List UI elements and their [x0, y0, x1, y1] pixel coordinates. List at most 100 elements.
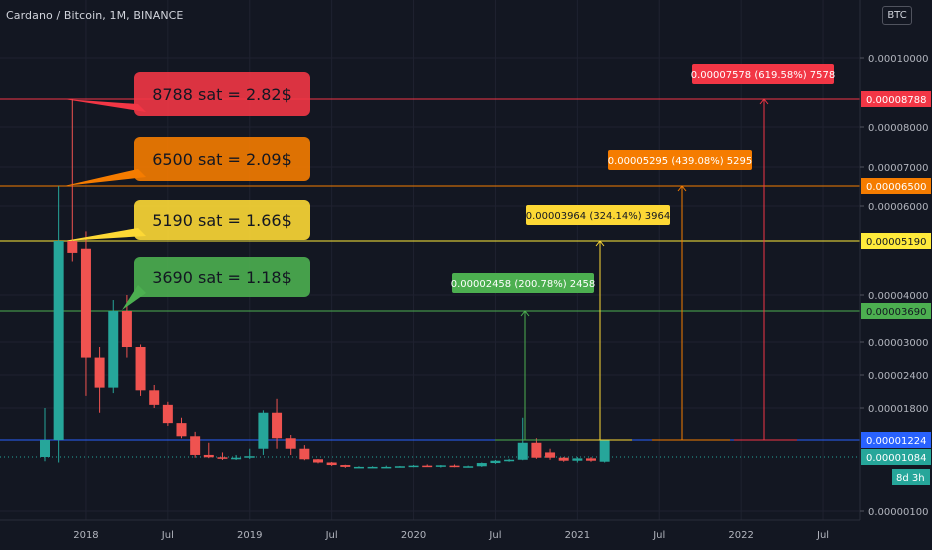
callout-text: 8788 sat = 2.82$	[152, 85, 292, 104]
price-level-tag	[861, 432, 931, 448]
candle-body	[203, 454, 214, 458]
candle-body	[121, 311, 132, 348]
y-tick-label: 0.00001800	[868, 404, 928, 415]
callout-box	[134, 72, 310, 116]
candle-body	[272, 412, 283, 439]
price-axis-background	[860, 0, 932, 550]
measure-label-box	[526, 205, 670, 225]
candle-body	[463, 466, 474, 468]
candle-body	[353, 466, 364, 469]
callout-box	[134, 257, 310, 297]
candle-body	[367, 466, 378, 469]
measure-arrow-head	[520, 310, 530, 317]
axis-corner	[860, 520, 932, 550]
callout-text: 6500 sat = 2.09$	[152, 150, 292, 169]
candle-body	[558, 457, 569, 461]
price-level-label: 0.00003690	[866, 307, 926, 318]
candle-body	[80, 248, 91, 358]
y-tick-label: 0.00007000	[868, 163, 928, 174]
price-level-label: 0.00006500	[866, 182, 926, 193]
price-level-label: 0.00001224	[866, 436, 926, 447]
candle-body	[258, 412, 269, 449]
callout-pointer	[64, 228, 146, 241]
candle-body	[217, 457, 228, 459]
x-tick-label: Jul	[488, 530, 501, 541]
candle-body	[517, 442, 528, 460]
y-tick-label: 0.00010000	[868, 54, 928, 65]
x-tick-label: Jul	[652, 530, 665, 541]
candle-body	[108, 311, 119, 388]
x-tick-label: 2022	[728, 530, 753, 541]
candle-body	[285, 438, 296, 449]
candle-body	[313, 459, 323, 463]
countdown-label: 8d 3h	[896, 473, 925, 484]
measure-label-text: 0.00003964 (324.14%) 3964	[526, 211, 671, 222]
candle-body	[162, 404, 173, 424]
candle-body	[504, 459, 515, 462]
countdown-tag	[892, 469, 930, 485]
price-level-tag	[861, 91, 931, 107]
candle-body	[381, 466, 392, 469]
candle-body	[53, 241, 64, 440]
x-tick-label: Jul	[325, 530, 338, 541]
candle-body	[176, 423, 187, 437]
x-tick-label: 2020	[401, 530, 426, 541]
candle-body	[449, 465, 460, 468]
measure-label-text: 0.00002458 (200.78%) 2458	[451, 279, 596, 290]
measure-arrow-head	[677, 185, 687, 192]
x-tick-label: 2019	[237, 530, 262, 541]
x-tick-label: Jul	[161, 530, 174, 541]
candle-body	[545, 452, 556, 458]
candle-body	[299, 448, 310, 460]
candle-body	[572, 458, 583, 461]
candle-body	[599, 440, 610, 462]
candle-body	[40, 440, 50, 457]
chart-title: Cardano / Bitcoin, 1M, BINANCE	[6, 9, 184, 22]
currency-button[interactable]: BTC	[882, 6, 912, 25]
candle-body	[435, 465, 446, 467]
candle-body	[67, 241, 78, 253]
candle-body	[244, 456, 255, 458]
y-tick-label: 0.00004000	[868, 291, 928, 302]
y-tick-label: 0.00000100	[868, 507, 928, 518]
x-tick-label: 2021	[565, 530, 590, 541]
callout-text: 3690 sat = 1.18$	[152, 268, 292, 287]
y-tick-label: 0.00006000	[868, 202, 928, 213]
x-tick-label: Jul	[816, 530, 829, 541]
candle-body	[490, 460, 501, 464]
callout-text: 5190 sat = 1.66$	[152, 211, 292, 230]
measure-label-text: 0.00005295 (439.08%) 5295	[608, 156, 753, 167]
candle-body	[190, 436, 201, 455]
callout-box	[134, 137, 310, 181]
candle-body	[94, 357, 105, 388]
candle-body	[476, 463, 487, 467]
measure-label-text: 0.00007578 (619.58%) 7578	[691, 70, 836, 81]
callout-pointer	[64, 99, 146, 112]
callout-box	[134, 200, 310, 240]
price-level-label: 0.00008788	[866, 95, 926, 106]
candle-body	[408, 465, 419, 468]
measure-label-box	[608, 150, 752, 170]
measure-arrow-head	[759, 98, 769, 105]
candle-body	[394, 466, 405, 468]
candle-body	[231, 457, 242, 460]
y-tick-label: 0.00008000	[868, 123, 928, 134]
y-tick-label: 0.00003000	[868, 338, 928, 349]
measure-label-box	[452, 273, 594, 293]
current-price-tag	[861, 449, 931, 465]
candle-body	[586, 458, 596, 461]
current-price-label: 0.00001084	[866, 453, 926, 464]
candle-body	[326, 462, 337, 466]
price-level-tag	[861, 233, 931, 249]
price-level-label: 0.00005190	[866, 237, 926, 248]
callout-pointer	[64, 169, 146, 186]
measure-label-box	[692, 64, 834, 84]
time-axis-background	[0, 520, 860, 550]
candle-body	[340, 465, 351, 467]
measure-arrow-head	[595, 240, 605, 247]
price-level-tag	[861, 178, 931, 194]
candle-body	[422, 465, 433, 468]
x-tick-label: 2018	[73, 530, 98, 541]
